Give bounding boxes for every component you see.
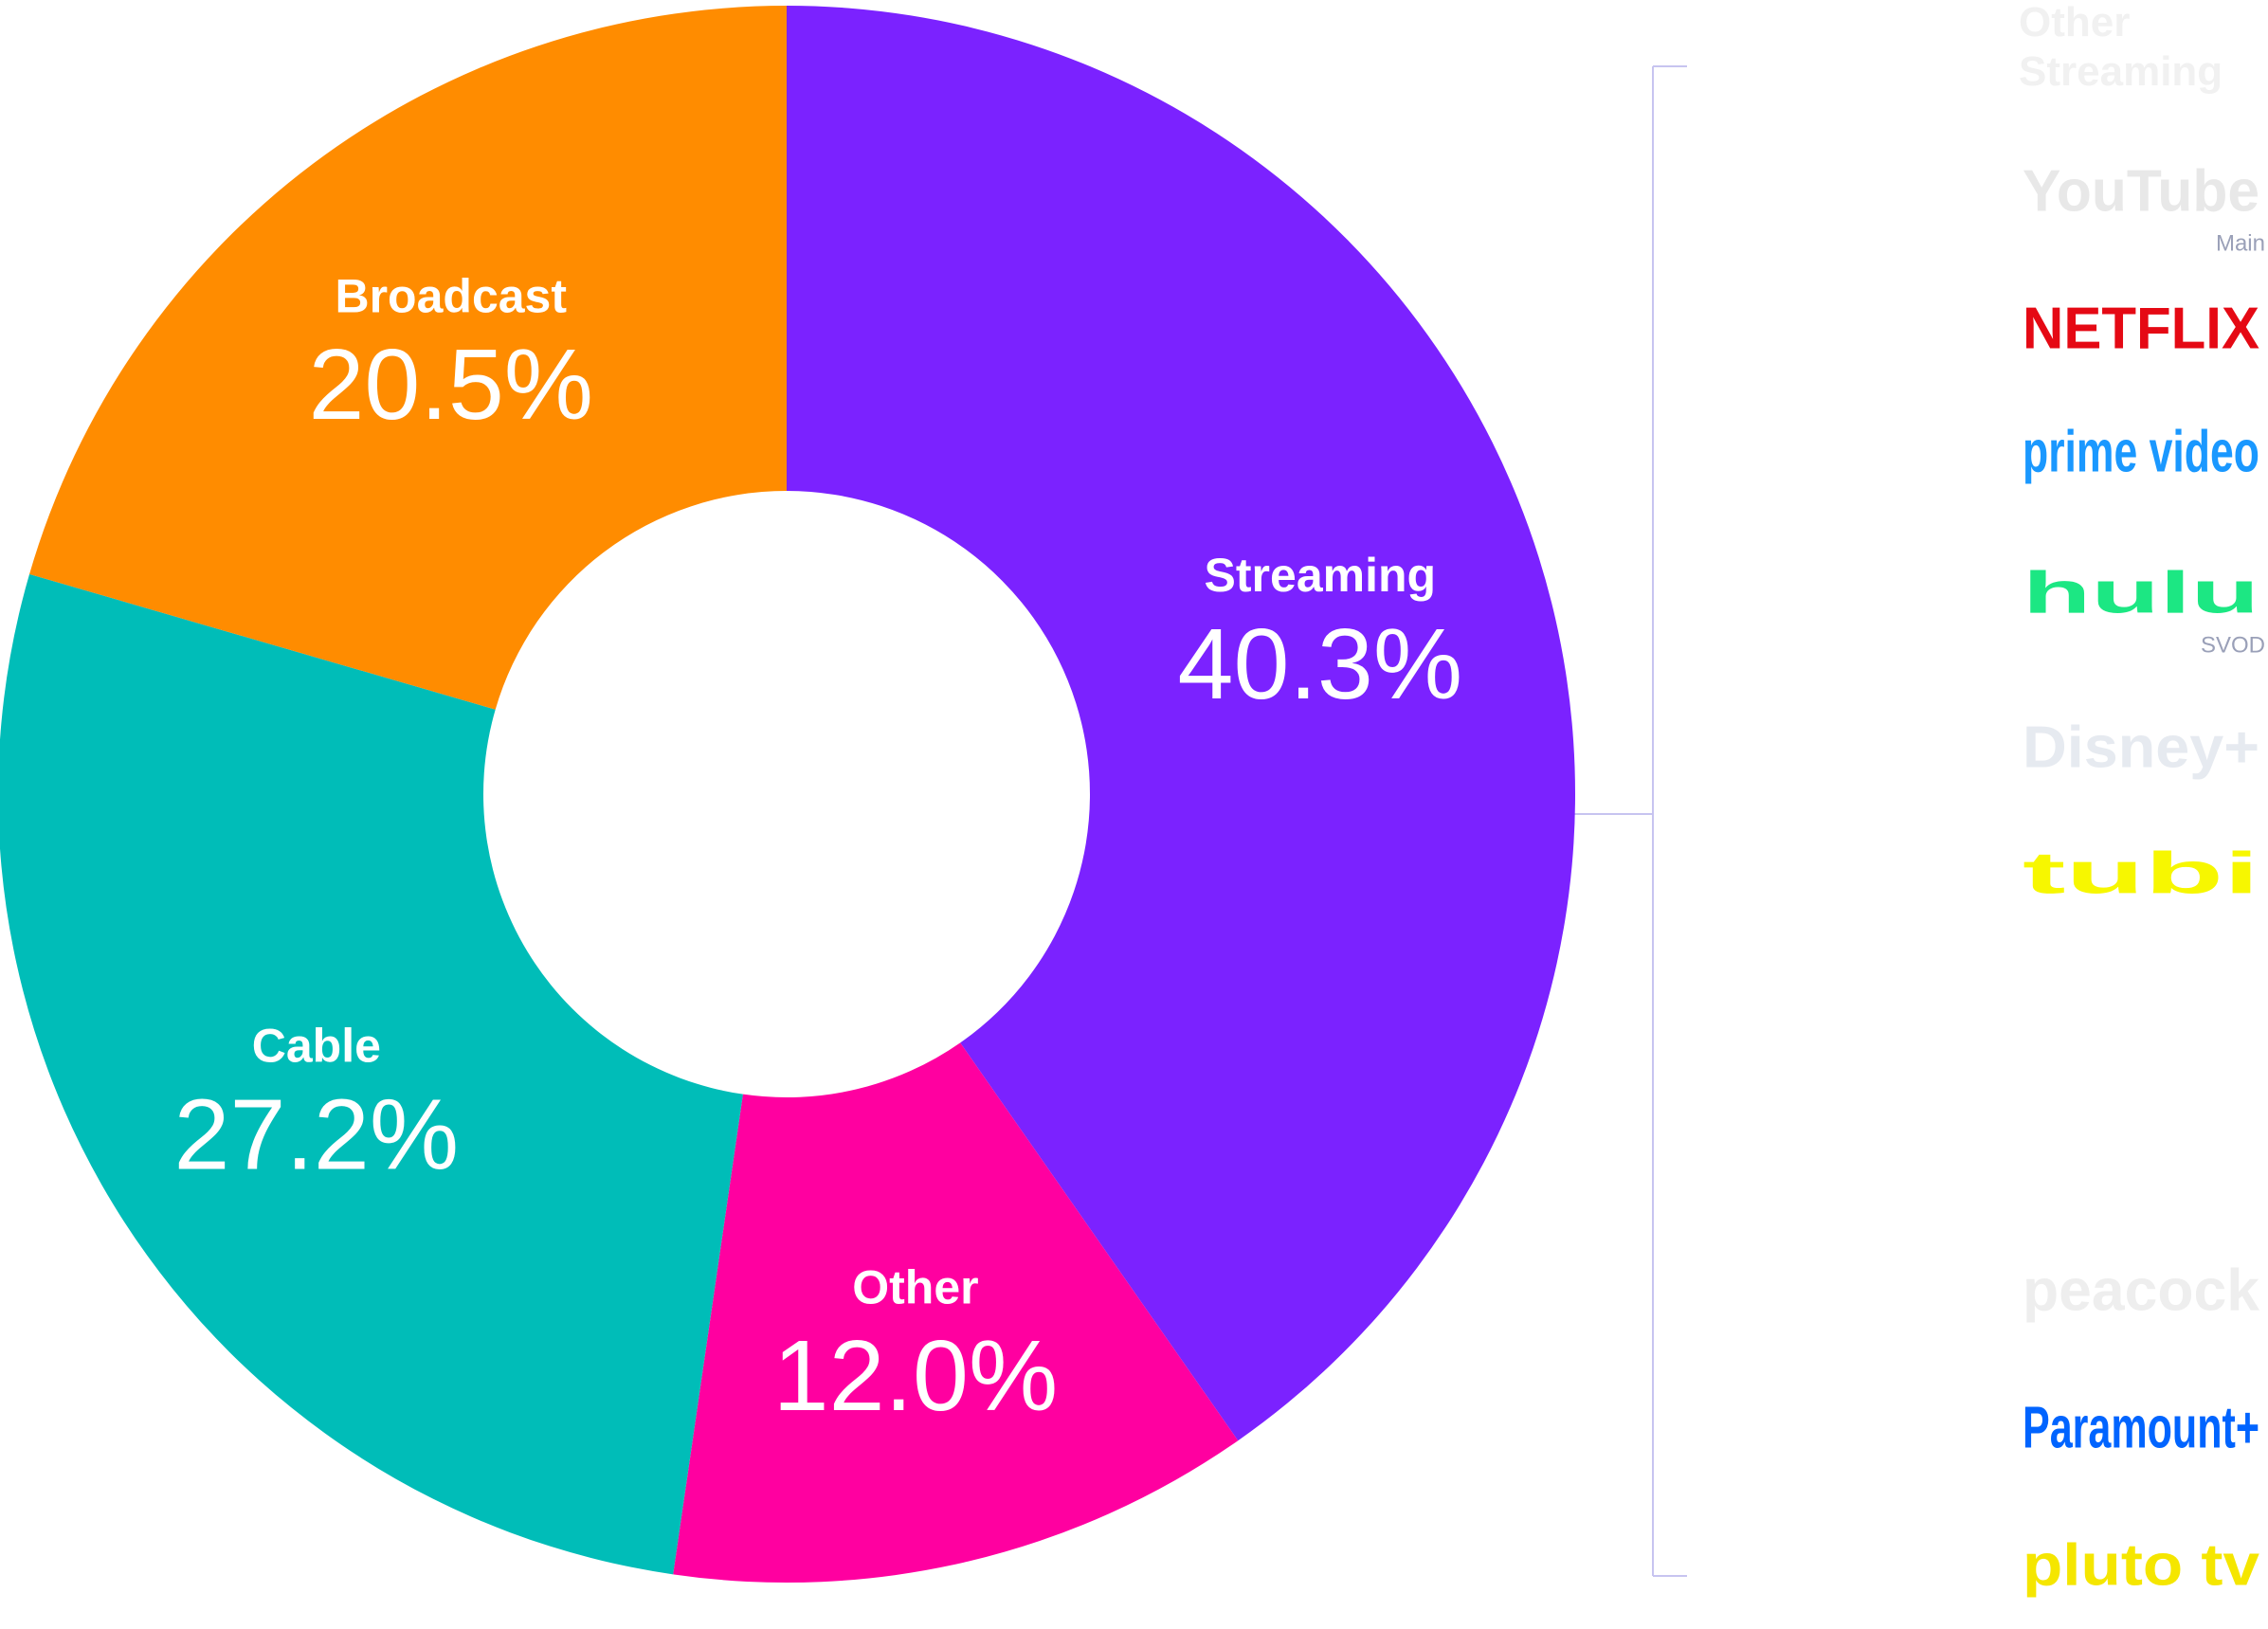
slice [673, 1042, 1239, 1583]
service-logo: peacock [2023, 1258, 2260, 1323]
service-logo: YouTube [2023, 158, 2259, 224]
slice-value-label: 40.3% [1178, 608, 1463, 720]
bracket [1573, 65, 1687, 1577]
service-logo: prime video [2023, 419, 2259, 484]
service-note: Main [2216, 230, 2265, 256]
slice-value-label: 27.2% [174, 1078, 460, 1190]
slice-label: Broadcast [335, 269, 567, 322]
slice [787, 6, 1576, 1441]
slice-value-label: 20.5% [308, 329, 593, 441]
slice [29, 6, 788, 710]
service-logo: pluto tv [2023, 1532, 2260, 1598]
service-logo: NETFLIX [2023, 296, 2259, 361]
service-logo: Disney+ [2023, 715, 2259, 780]
service-logo: Paramount+ [2023, 1395, 2259, 1460]
service-list: YouTube Main NETFLIX prime video hulu SVOD Dis… [2023, 158, 2265, 1598]
service-logo: tubi [2023, 841, 2259, 906]
slice-value-label: 12.0% [773, 1320, 1059, 1432]
slice [0, 573, 743, 1575]
breakdown-title: Other Streaming [2019, 0, 2223, 95]
service-logo: hulu [2023, 560, 2259, 625]
service-note: SVOD [2201, 632, 2265, 658]
slice-label: Other [852, 1260, 978, 1313]
slice-label: Cable [252, 1019, 381, 1072]
slice-label: Streaming [1205, 549, 1437, 602]
